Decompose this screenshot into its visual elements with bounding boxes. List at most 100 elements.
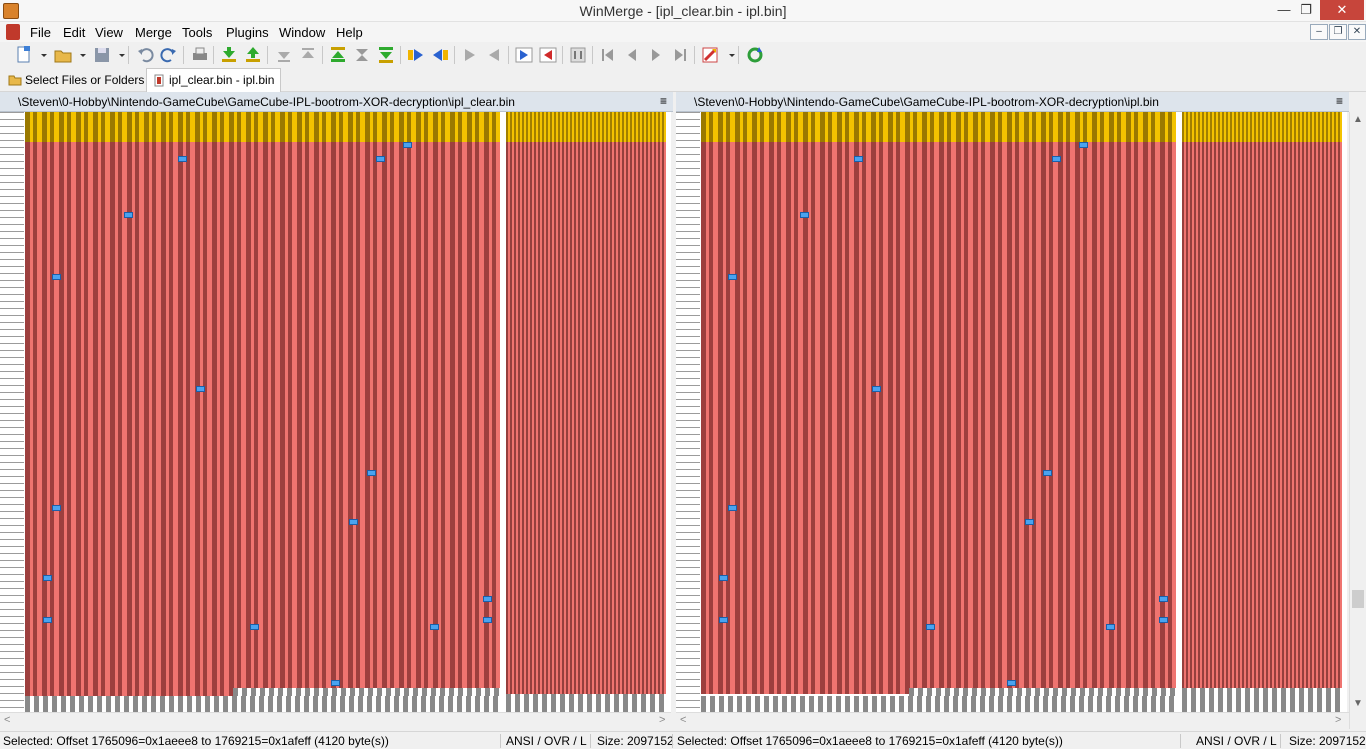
left-selection-status: Selected: Offset 1765096=0x1aeee8 to 176… [3, 734, 389, 748]
scroll-right-icon[interactable]: > [659, 714, 666, 726]
scroll-left-icon[interactable]: < [4, 714, 11, 726]
minimize-button[interactable]: — [1277, 2, 1291, 17]
tab-ipl-compare[interactable]: ipl_clear.bin - ipl.bin [146, 68, 282, 92]
previous-page-icon[interactable] [622, 45, 642, 65]
menu-view[interactable]: View [95, 25, 123, 40]
tab-select-files-or-folders[interactable]: Select Files or Folders [2, 68, 151, 92]
menu-file[interactable]: File [30, 25, 51, 40]
right-selected-ascii-block[interactable] [1182, 112, 1342, 142]
diff-marker [178, 156, 187, 162]
current-difference-icon[interactable] [352, 45, 372, 65]
merge-files-icon[interactable] [568, 45, 588, 65]
scroll-down-icon[interactable]: ▼ [1353, 698, 1363, 709]
menu-window[interactable]: Window [279, 25, 326, 40]
left-hex-view[interactable] [0, 112, 671, 712]
menu-edit[interactable]: Edit [63, 25, 86, 40]
save-icon[interactable] [92, 45, 112, 65]
open-folder-icon[interactable] [53, 45, 73, 65]
open-dropdown-icon[interactable] [73, 45, 86, 65]
diff-marker [1025, 519, 1034, 525]
new-dropdown-icon[interactable] [34, 45, 47, 65]
redo-icon[interactable] [159, 45, 179, 65]
right-equal-ascii-bottom [1182, 688, 1342, 712]
last-page-icon[interactable] [670, 45, 690, 65]
save-dropdown-icon[interactable] [112, 45, 125, 65]
mdi-close-button[interactable]: ✕ [1348, 24, 1366, 40]
diff-marker [854, 156, 863, 162]
next-difference-icon[interactable] [219, 45, 239, 65]
document-menu-icon[interactable] [6, 24, 20, 40]
diff-marker [43, 575, 52, 581]
mdi-minimize-button[interactable]: – [1310, 24, 1328, 40]
new-icon[interactable] [14, 45, 34, 65]
diff-marker [250, 624, 259, 630]
left-diff-ascii-block[interactable] [506, 142, 666, 694]
scroll-left-icon[interactable]: < [680, 714, 687, 726]
copy-all-left-icon[interactable] [538, 45, 558, 65]
left-encoding-mode-status: ANSI / OVR / L [506, 734, 587, 748]
copy-left-advance-icon[interactable] [484, 45, 504, 65]
window-title: WinMerge - [ipl_clear.bin - ipl.bin] [579, 3, 787, 19]
diff-marker [728, 505, 737, 511]
left-pane-menu-icon[interactable]: ≡ [659, 94, 667, 108]
right-pane-path-bar: \Steven\0-Hobby\Nintendo-GameCube\GameCu… [676, 92, 1349, 112]
tab-label: Select Files or Folders [25, 73, 145, 87]
diff-marker [800, 212, 809, 218]
winmerge-app-icon[interactable] [3, 3, 19, 19]
status-bar: Selected: Offset 1765096=0x1aeee8 to 176… [0, 731, 1366, 749]
left-equal-hex-bottom [25, 696, 500, 712]
close-button[interactable]: ✕ [1320, 0, 1364, 20]
scroll-right-icon[interactable]: > [1335, 714, 1342, 726]
print-icon[interactable] [190, 45, 210, 65]
vertical-scrollbar[interactable]: ▲ ▼ [1349, 112, 1366, 729]
options-dropdown-icon[interactable] [722, 45, 735, 65]
first-difference-icon[interactable] [328, 45, 348, 65]
right-selected-hex-block[interactable] [701, 112, 1176, 142]
refresh-icon[interactable] [745, 45, 765, 65]
menu-bar: File Edit View Merge Tools Plugins Windo… [0, 22, 1366, 42]
first-page-icon[interactable] [598, 45, 618, 65]
options-icon[interactable] [700, 45, 720, 65]
right-encoding-mode-status: ANSI / OVR / L [1196, 734, 1277, 748]
next-conflict-icon[interactable] [274, 45, 294, 65]
right-diff-ascii-block[interactable] [1182, 142, 1342, 694]
diff-marker [43, 617, 52, 623]
diff-marker [872, 386, 881, 392]
diff-marker [728, 274, 737, 280]
copy-right-icon[interactable] [406, 45, 426, 65]
menu-help[interactable]: Help [336, 25, 363, 40]
scroll-thumb[interactable] [1352, 590, 1364, 608]
left-diff-hex-block[interactable] [25, 142, 500, 694]
copy-left-icon[interactable] [430, 45, 450, 65]
right-hex-view[interactable] [676, 112, 1347, 712]
right-pane-menu-icon[interactable]: ≡ [1335, 94, 1343, 108]
right-file-path: \Steven\0-Hobby\Nintendo-GameCube\GameCu… [694, 95, 1159, 109]
left-selected-hex-block[interactable] [25, 112, 500, 142]
diff-marker [1043, 470, 1052, 476]
scroll-up-icon[interactable]: ▲ [1353, 114, 1363, 125]
menu-plugins[interactable]: Plugins [226, 25, 269, 40]
diff-marker [1079, 142, 1088, 148]
binary-compare-icon [152, 73, 166, 87]
title-bar: WinMerge - [ipl_clear.bin - ipl.bin] — ❐… [0, 0, 1366, 22]
left-file-size-status: Size: 2097152 [597, 734, 674, 748]
left-selected-ascii-block[interactable] [506, 112, 666, 142]
left-horizontal-scrollbar[interactable]: < > [0, 712, 671, 729]
next-page-icon[interactable] [646, 45, 666, 65]
maximize-button[interactable]: ❐ [1300, 2, 1312, 17]
diff-marker [403, 142, 412, 148]
mdi-restore-button[interactable]: ❐ [1329, 24, 1347, 40]
menu-merge[interactable]: Merge [135, 25, 172, 40]
right-diff-hex-block[interactable] [701, 142, 1176, 694]
diff-marker [483, 617, 492, 623]
undo-icon[interactable] [135, 45, 155, 65]
previous-difference-icon[interactable] [243, 45, 263, 65]
copy-right-advance-icon[interactable] [460, 45, 480, 65]
previous-conflict-icon[interactable] [298, 45, 318, 65]
right-horizontal-scrollbar[interactable]: < > [676, 712, 1349, 729]
last-difference-icon[interactable] [376, 45, 396, 65]
menu-tools[interactable]: Tools [182, 25, 213, 40]
toolbar [0, 42, 1366, 68]
copy-all-right-icon[interactable] [514, 45, 534, 65]
diff-marker [483, 596, 492, 602]
